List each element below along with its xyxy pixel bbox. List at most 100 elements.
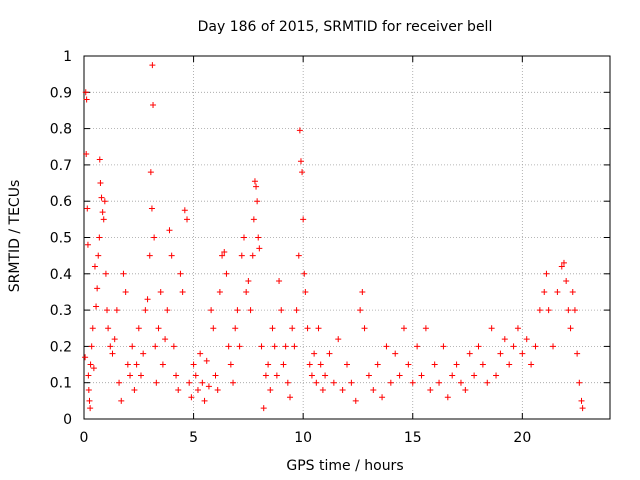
data-point — [278, 307, 285, 314]
data-point — [194, 386, 201, 393]
data-point — [339, 386, 346, 393]
data-point — [574, 350, 581, 357]
data-point — [214, 386, 221, 393]
data-point — [250, 216, 257, 223]
data-point — [184, 216, 191, 223]
data-point — [90, 365, 97, 372]
data-point — [205, 383, 212, 390]
data-point — [396, 372, 403, 379]
data-point — [414, 343, 421, 350]
data-point — [558, 263, 565, 270]
data-point — [532, 343, 539, 350]
y-tick-label: 0.8 — [50, 122, 72, 138]
data-point — [267, 386, 274, 393]
x-tick-label: 0 — [80, 430, 89, 446]
data-point — [330, 379, 337, 386]
chart-title: Day 186 of 2015, SRMTID for receiver bel… — [198, 19, 493, 35]
data-point — [260, 405, 267, 412]
data-point — [282, 343, 289, 350]
y-tick-label: 0.6 — [50, 194, 72, 210]
data-point — [151, 234, 158, 241]
data-point — [111, 336, 118, 343]
data-point — [493, 372, 500, 379]
data-point — [85, 386, 92, 393]
data-point — [131, 386, 138, 393]
data-point — [219, 252, 226, 259]
data-point — [306, 361, 313, 368]
data-point — [514, 325, 521, 332]
data-point — [299, 169, 306, 176]
data-point — [137, 372, 144, 379]
data-point — [276, 278, 283, 285]
data-point — [436, 379, 443, 386]
data-point — [304, 325, 311, 332]
data-point — [506, 361, 513, 368]
data-point — [113, 307, 120, 314]
data-point — [297, 158, 304, 165]
data-point — [253, 183, 260, 190]
data-point — [280, 361, 287, 368]
data-point — [135, 325, 142, 332]
data-point — [175, 386, 182, 393]
data-point — [409, 379, 416, 386]
data-point — [302, 288, 309, 295]
data-point — [93, 303, 100, 310]
data-point — [501, 336, 508, 343]
data-point — [190, 361, 197, 368]
data-point — [287, 394, 294, 401]
data-point — [122, 288, 129, 295]
data-point — [133, 361, 140, 368]
data-point — [565, 307, 572, 314]
data-point — [359, 288, 366, 295]
data-point — [554, 288, 561, 295]
data-point — [83, 96, 90, 103]
data-point — [405, 361, 412, 368]
data-point — [550, 343, 557, 350]
data-point — [361, 325, 368, 332]
data-point — [157, 288, 164, 295]
data-point — [295, 252, 302, 259]
x-tick-label: 5 — [189, 430, 198, 446]
y-tick-label: 0.4 — [50, 267, 72, 283]
data-point — [311, 350, 318, 357]
data-point — [181, 207, 188, 214]
data-point — [541, 288, 548, 295]
data-point — [284, 379, 291, 386]
data-point — [96, 234, 103, 241]
data-point — [543, 270, 550, 277]
data-point — [271, 343, 278, 350]
y-tick-label: 0.2 — [50, 339, 72, 355]
data-point — [247, 307, 254, 314]
data-point — [94, 285, 101, 292]
data-point — [510, 343, 517, 350]
data-point — [95, 252, 102, 259]
data-point — [166, 227, 173, 234]
data-point — [216, 288, 223, 295]
data-point — [319, 386, 326, 393]
data-point — [471, 372, 478, 379]
data-series — [82, 62, 586, 412]
data-point — [254, 198, 261, 205]
y-tick-label: 0.3 — [50, 303, 72, 319]
data-point — [262, 372, 269, 379]
data-point — [146, 252, 153, 259]
data-point — [488, 325, 495, 332]
axis-ticks: 00.10.20.30.40.50.60.70.80.910 5 10 15 20 — [50, 49, 610, 446]
data-point — [400, 325, 407, 332]
data-point — [251, 178, 258, 185]
data-point — [109, 350, 116, 357]
data-point — [536, 307, 543, 314]
data-point — [392, 350, 399, 357]
data-point — [296, 127, 303, 134]
data-point — [85, 372, 92, 379]
data-point — [147, 169, 154, 176]
data-point — [179, 288, 186, 295]
data-point — [150, 102, 157, 109]
data-point — [88, 343, 95, 350]
data-point — [563, 278, 570, 285]
data-point — [249, 252, 256, 259]
data-point — [120, 270, 127, 277]
data-point — [203, 357, 210, 364]
data-point — [431, 361, 438, 368]
